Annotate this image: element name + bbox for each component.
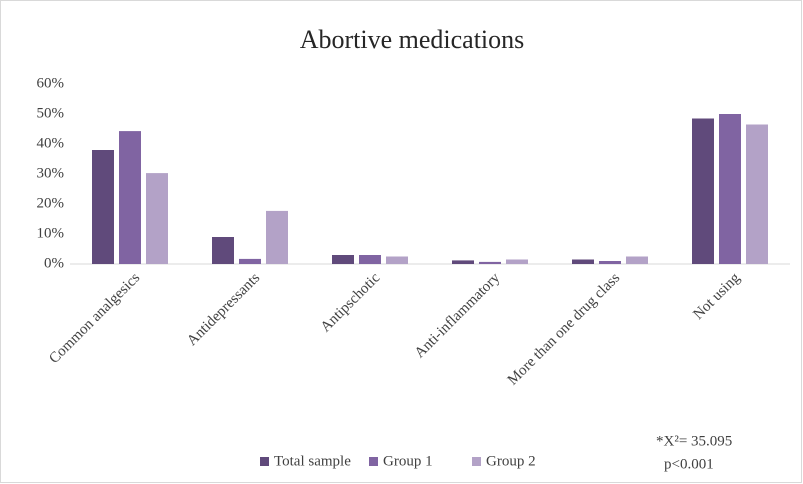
legend-label: Group 1 [383, 453, 433, 469]
y-tick-label: 20% [37, 195, 65, 211]
legend-swatch [260, 457, 269, 466]
bar [332, 255, 354, 264]
bar [119, 131, 141, 264]
y-tick-label: 50% [37, 105, 65, 121]
y-tick-label: 60% [37, 75, 65, 91]
annotation: *X²= 35.095 [656, 433, 732, 449]
bar [359, 255, 381, 264]
bar [599, 261, 621, 264]
bar [452, 260, 474, 264]
bar [386, 256, 408, 264]
bar [626, 256, 648, 264]
y-tick-label: 40% [37, 135, 65, 151]
legend-label: Group 2 [486, 453, 536, 469]
y-tick-label: 0% [44, 255, 64, 271]
bar [239, 258, 261, 264]
bar [746, 124, 768, 264]
bar [266, 210, 288, 264]
bar [146, 173, 168, 264]
legend-swatch [472, 457, 481, 466]
bar [479, 261, 501, 264]
annotation: p<0.001 [664, 456, 714, 472]
bar [212, 237, 234, 264]
y-tick-label: 30% [37, 165, 65, 181]
bar [572, 259, 594, 264]
bar [92, 150, 114, 264]
bar [692, 118, 714, 264]
chart-title: Abortive medications [300, 25, 525, 54]
legend-swatch [369, 457, 378, 466]
bar [719, 114, 741, 264]
y-tick-label: 10% [37, 225, 65, 241]
legend-label: Total sample [274, 453, 351, 469]
bar [506, 259, 528, 264]
